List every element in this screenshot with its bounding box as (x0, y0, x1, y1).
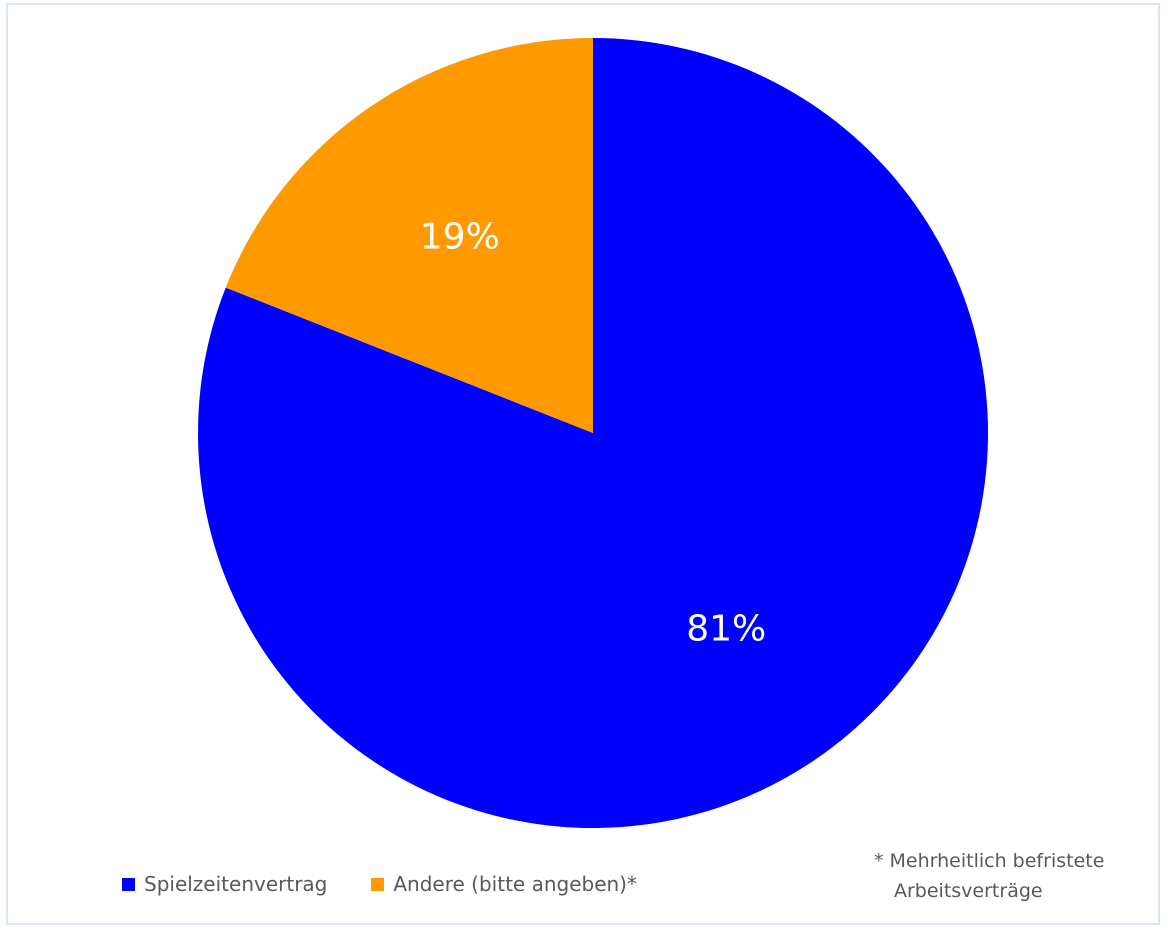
pie-slice-1 (225, 38, 593, 433)
chart-legend: Spielzeitenvertrag Andere (bitte angeben… (122, 872, 681, 896)
chart-footnote: * Mehrheitlich befristete Arbeitsverträg… (874, 846, 1104, 906)
legend-item-spielzeitenvertrag: Spielzeitenvertrag (122, 872, 327, 896)
legend-item-andere: Andere (bitte angeben)* (371, 872, 637, 896)
footnote-line-2: Arbeitsverträge (894, 880, 1043, 902)
legend-swatch-spielzeitenvertrag (122, 877, 135, 891)
pie-data-label-1: 19% (420, 216, 500, 257)
legend-label-spielzeitenvertrag: Spielzeitenvertrag (144, 872, 328, 896)
legend-swatch-andere (371, 877, 385, 891)
legend-label-andere: Andere (bitte angeben)* (393, 872, 637, 896)
footnote-line-1: * Mehrheitlich befristete (874, 850, 1105, 872)
pie-data-label-0: 81% (686, 609, 766, 650)
